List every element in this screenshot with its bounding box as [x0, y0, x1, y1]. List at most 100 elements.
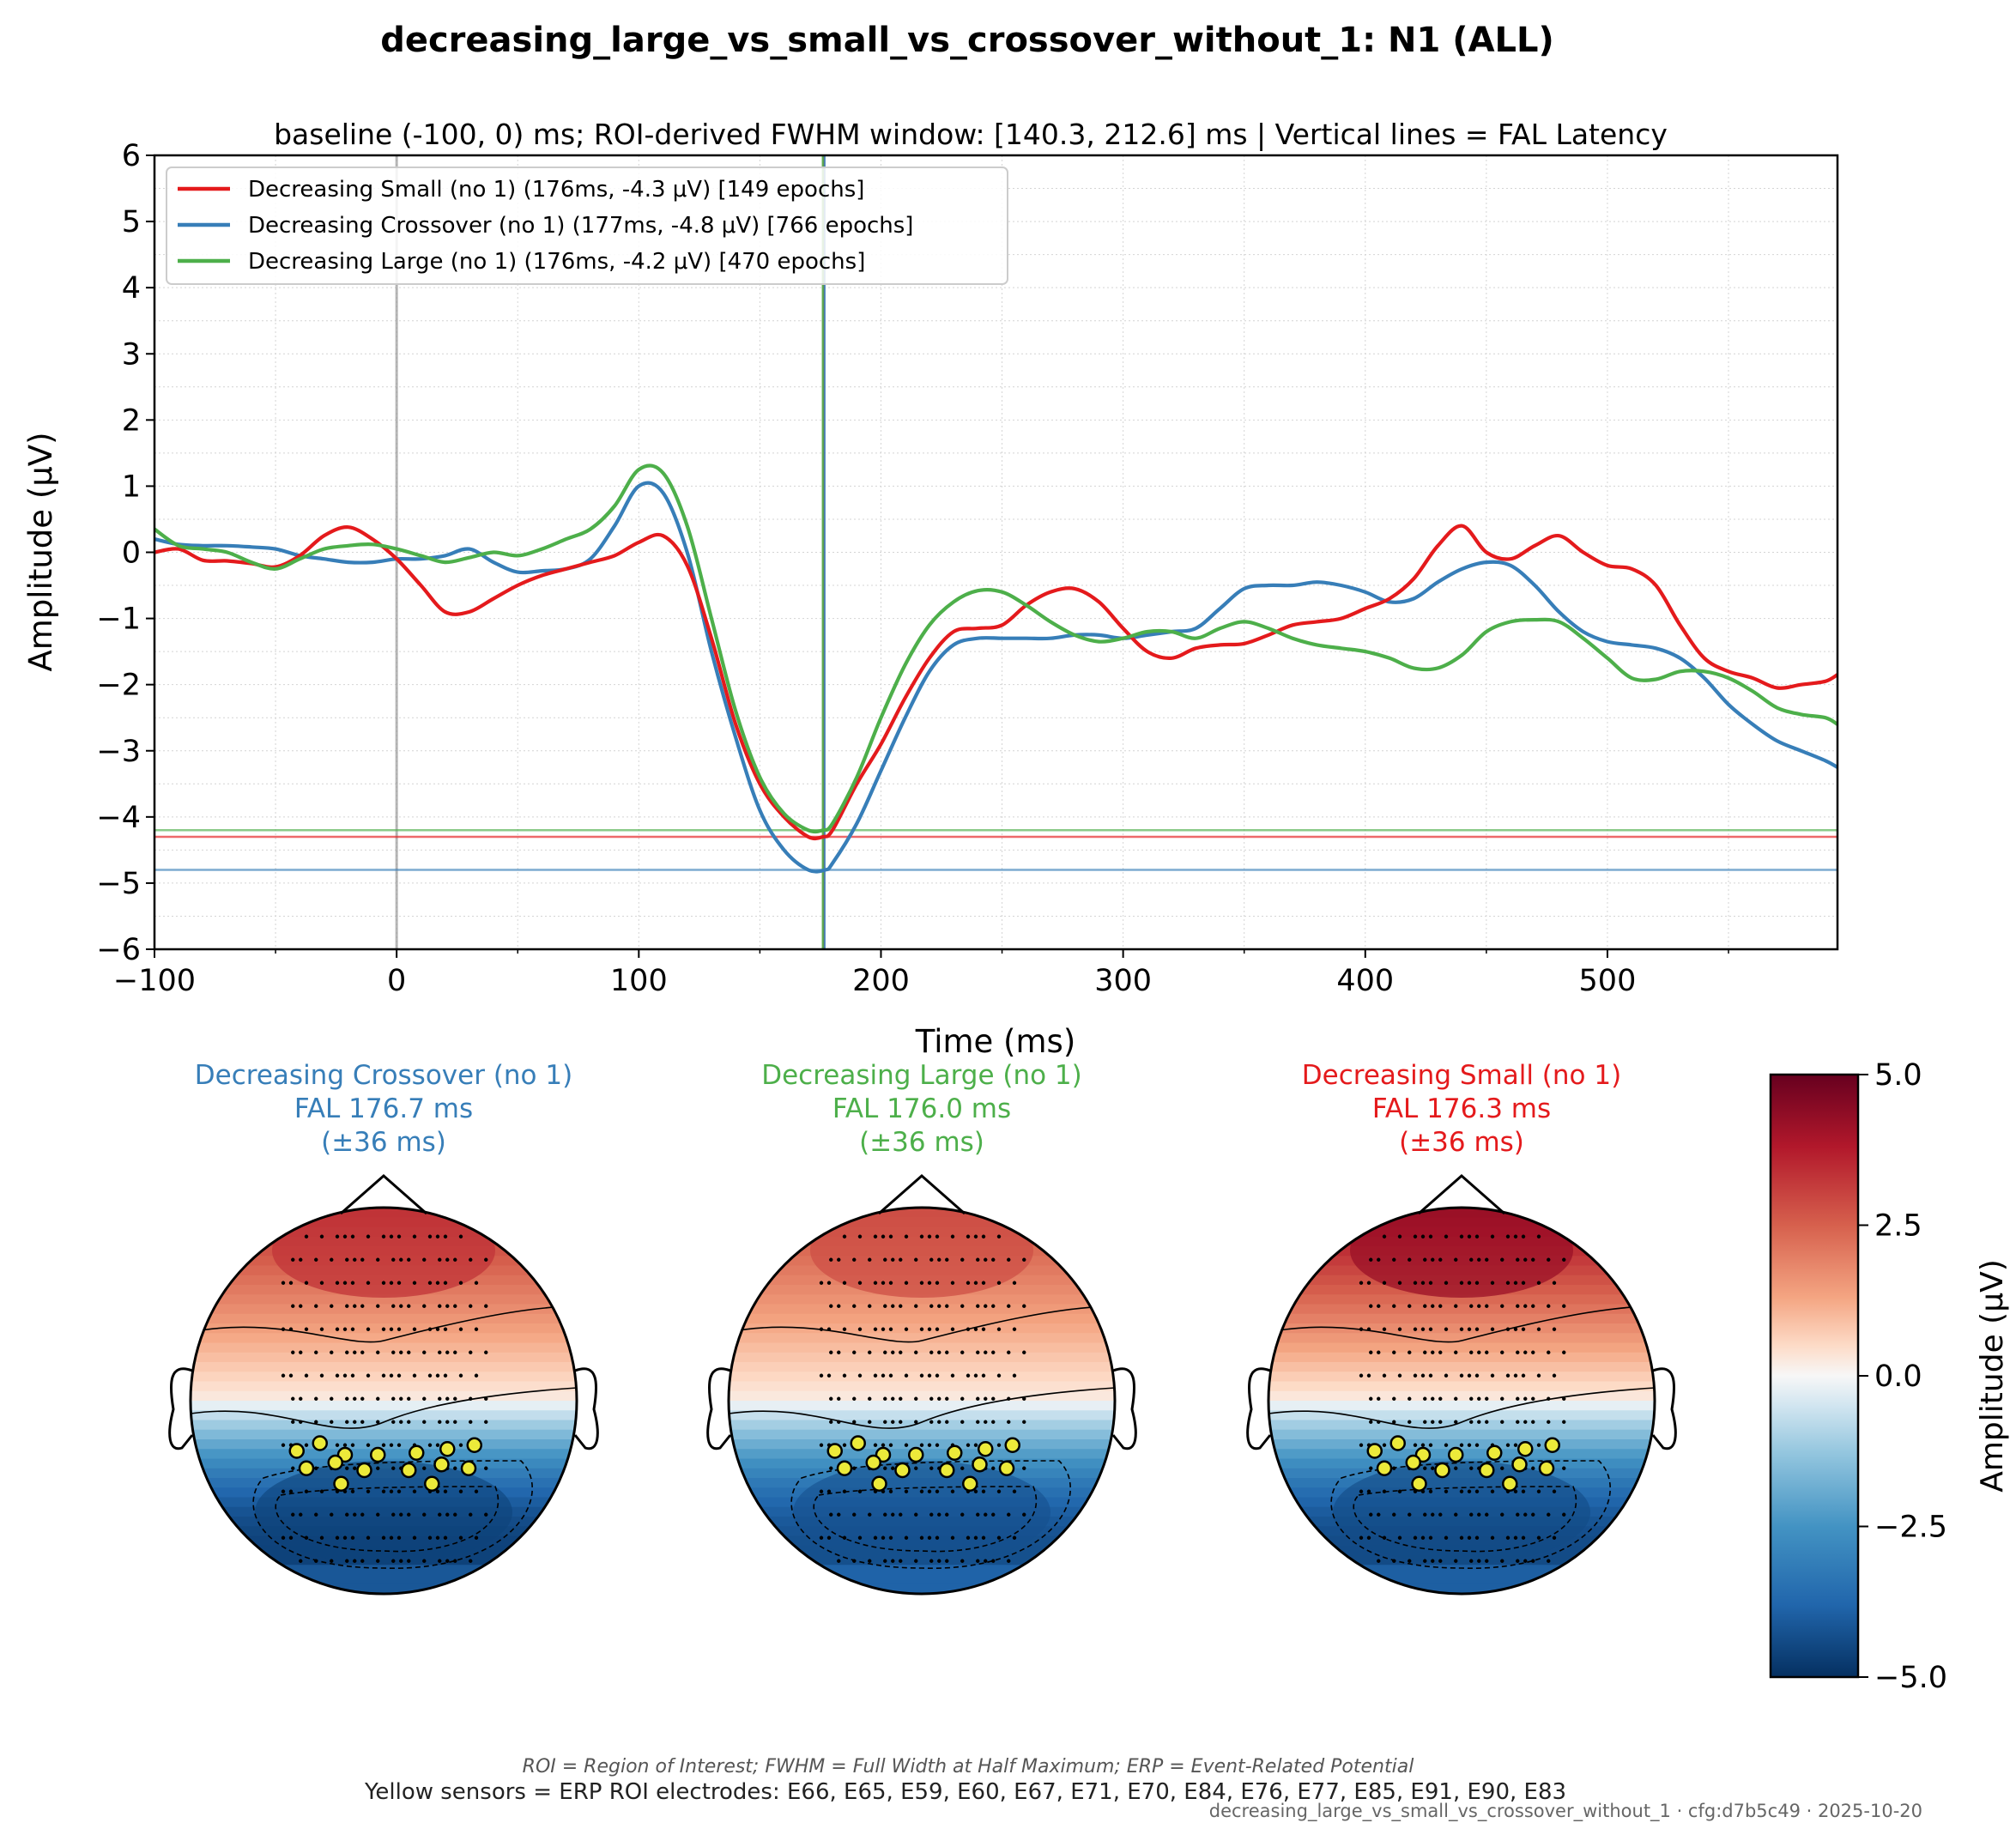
sensor-dot: [1469, 1512, 1474, 1517]
y-tick-label: 2: [122, 403, 141, 438]
sensor-dot: [335, 1373, 340, 1378]
sensor-dot: [945, 1350, 949, 1354]
sensor-dot: [1485, 1350, 1489, 1354]
sensor-dot: [1438, 1420, 1443, 1424]
sensor-dot: [891, 1420, 895, 1424]
sensor-dot: [868, 1512, 872, 1517]
sensor-dot: [1459, 1443, 1464, 1447]
roi-sensor: [356, 1462, 372, 1479]
legend-entry-crossover: Decreasing Crossover (no 1) (177ms, -4.8…: [248, 213, 913, 239]
sensor-dot: [891, 1350, 895, 1354]
roi-sensor: [947, 1444, 963, 1461]
sensor-dot: [422, 1466, 427, 1470]
sensor-dot: [976, 1559, 980, 1563]
x-tick-label: 300: [1094, 964, 1152, 998]
sensor-dot: [1007, 1304, 1011, 1308]
sensor-dot: [960, 1512, 965, 1517]
sensor-dot: [469, 1559, 473, 1563]
sensor-dot: [1505, 1373, 1510, 1378]
sensor-dot: [1454, 1304, 1458, 1308]
sensor-dot: [1428, 1443, 1433, 1447]
sensor-dot: [291, 1257, 295, 1262]
field-band: [729, 1381, 1115, 1392]
sensor-dot: [842, 1327, 847, 1331]
sensor-dot: [299, 1304, 303, 1308]
sensor-dot: [950, 1535, 955, 1540]
sensor-dot: [935, 1443, 940, 1447]
sensor-dot: [399, 1350, 403, 1354]
sensor-dot: [345, 1466, 349, 1470]
sensor-dot: [996, 1489, 1002, 1493]
sensor-dot: [1444, 1234, 1449, 1238]
sensor-dot: [458, 1327, 463, 1331]
sensor-dot: [299, 1350, 303, 1354]
sensor-dot: [1562, 1512, 1566, 1517]
right-ear: [573, 1367, 599, 1450]
field-band: [191, 1565, 577, 1576]
sensor-dot: [1523, 1350, 1528, 1354]
sensor-dot: [1521, 1281, 1526, 1285]
sensor-dot: [984, 1420, 988, 1424]
sensor-dot: [927, 1327, 932, 1331]
x-tick-label: 200: [852, 964, 910, 998]
x-axis-label: Time (ms): [915, 1023, 1076, 1060]
sensor-dot: [422, 1512, 427, 1517]
roi-sensor: [288, 1443, 305, 1459]
sensor-dot: [1431, 1350, 1435, 1354]
sensor-dot: [360, 1257, 365, 1262]
sensor-dot: [435, 1443, 440, 1447]
sensor-dot: [1523, 1512, 1528, 1517]
sensor-dot: [1500, 1559, 1504, 1563]
sensor-dot: [873, 1443, 878, 1447]
series-line-crossover: [154, 481, 1837, 874]
sensor-dot: [1423, 1350, 1427, 1354]
sensor-dot: [984, 1512, 988, 1517]
sensor-dot: [1392, 1304, 1396, 1308]
sensor-dot: [899, 1512, 903, 1517]
roi-sensor: [871, 1475, 887, 1492]
sensor-dot: [345, 1257, 349, 1262]
sensor-dot: [1022, 1512, 1026, 1517]
sensor-dot: [937, 1396, 941, 1401]
sensor-dot: [1474, 1535, 1480, 1540]
sensor-dot: [819, 1443, 824, 1447]
sensor-dot: [1536, 1327, 1541, 1331]
sensor-dot: [1523, 1420, 1528, 1424]
sensor-dot: [335, 1443, 340, 1447]
sensor-dot: [1562, 1304, 1566, 1308]
sensor-dot: [1536, 1489, 1541, 1493]
frontal-max-blob: [810, 1208, 1033, 1298]
sensor-dot: [1369, 1466, 1373, 1470]
sensor-dot: [1369, 1420, 1373, 1424]
sensor-dot: [1392, 1466, 1396, 1470]
sensor-dot: [353, 1396, 357, 1401]
sensor-dot: [991, 1420, 996, 1424]
sensor-dot: [945, 1396, 949, 1401]
sensor-dot: [1007, 1512, 1011, 1517]
sensor-dot: [345, 1559, 349, 1563]
sensor-dot: [314, 1304, 318, 1308]
sensor-dot: [826, 1489, 832, 1493]
sensor-dot: [888, 1234, 893, 1238]
sensor-dot: [1516, 1350, 1520, 1354]
sensor-dot: [304, 1234, 309, 1238]
sensor-dot: [412, 1373, 417, 1378]
sensor-dot: [842, 1535, 847, 1540]
contour-negative: [1330, 1460, 1612, 1569]
sensor-dot: [376, 1466, 380, 1470]
field-band: [729, 1565, 1115, 1576]
sensor-dot: [407, 1420, 411, 1424]
sensor-dot: [342, 1443, 348, 1447]
sensor-dot: [1490, 1373, 1495, 1378]
sensor-dot: [1454, 1350, 1458, 1354]
sensor-dot: [376, 1257, 380, 1262]
sensor-dot: [397, 1535, 402, 1540]
sensor-dot: [469, 1257, 473, 1262]
sensor-dot: [1521, 1327, 1526, 1331]
topomap-crossover: Decreasing Crossover (no 1)FAL 176.7 ms(…: [168, 1060, 599, 1596]
sensor-dot: [1521, 1234, 1526, 1238]
sensor-dot: [842, 1443, 847, 1447]
roi-sensor: [1405, 1454, 1421, 1471]
sensor-dot: [314, 1559, 318, 1563]
sensor-dot: [945, 1512, 949, 1517]
